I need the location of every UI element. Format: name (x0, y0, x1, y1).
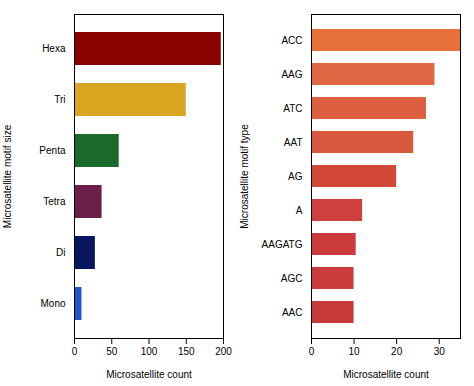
svg-text:30: 30 (434, 346, 446, 357)
svg-text:AAG: AAG (281, 69, 302, 80)
svg-text:AAT: AAT (284, 137, 303, 148)
svg-text:200: 200 (215, 346, 232, 357)
svg-text:A: A (296, 205, 303, 216)
svg-text:0: 0 (72, 346, 78, 357)
svg-text:Tetra: Tetra (43, 196, 66, 207)
svg-text:ATC: ATC (283, 103, 302, 114)
svg-text:Microsatellite motif type: Microsatellite motif type (239, 124, 250, 229)
svg-text:Penta: Penta (39, 145, 66, 156)
svg-text:Hexa: Hexa (42, 43, 66, 54)
svg-text:Microsatellite count: Microsatellite count (343, 369, 429, 380)
svg-text:Di: Di (56, 247, 65, 258)
svg-text:10: 10 (349, 346, 361, 357)
svg-text:AG: AG (288, 171, 303, 182)
svg-text:0: 0 (309, 346, 315, 357)
svg-text:ACC: ACC (281, 35, 302, 46)
svg-text:AAGATG: AAGATG (262, 239, 303, 250)
svg-text:Mono: Mono (40, 298, 65, 309)
svg-text:50: 50 (106, 346, 118, 357)
svg-text:100: 100 (141, 346, 158, 357)
svg-text:AAC: AAC (282, 307, 303, 318)
svg-text:Microsatellite motif size: Microsatellite motif size (2, 124, 13, 228)
svg-text:Microsatellite count: Microsatellite count (106, 369, 192, 380)
svg-text:Tri: Tri (54, 94, 65, 105)
svg-text:150: 150 (178, 346, 195, 357)
svg-text:20: 20 (391, 346, 403, 357)
svg-text:AGC: AGC (281, 273, 303, 284)
